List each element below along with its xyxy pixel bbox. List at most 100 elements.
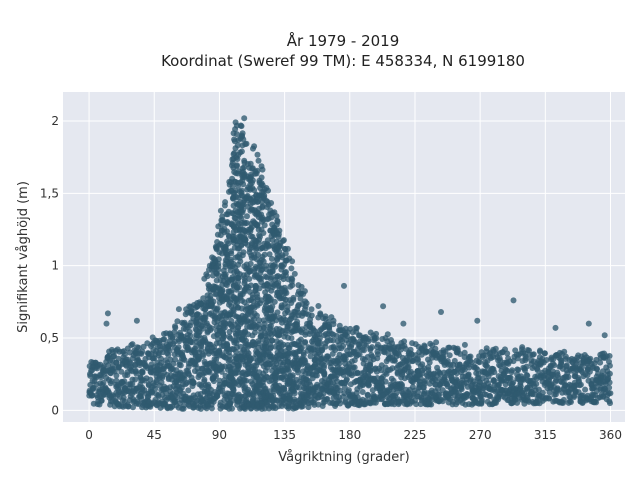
data-point (330, 317, 337, 324)
data-point (285, 322, 292, 329)
data-point (259, 204, 266, 211)
data-point (302, 303, 309, 310)
data-point (454, 345, 461, 352)
data-point (414, 355, 421, 362)
data-point (258, 275, 265, 282)
data-point (438, 309, 444, 315)
data-point (200, 325, 207, 332)
data-point (607, 400, 613, 407)
data-point (233, 131, 240, 138)
data-point (280, 237, 287, 244)
data-point (276, 290, 283, 297)
data-point (226, 353, 233, 360)
data-point (238, 148, 245, 155)
data-point (132, 376, 139, 383)
data-point (560, 396, 567, 403)
data-point (283, 269, 289, 275)
data-point (373, 335, 380, 342)
chart-title: År 1979 - 2019 (287, 31, 400, 50)
data-point (121, 351, 128, 358)
data-point (389, 365, 396, 372)
data-point (167, 404, 174, 411)
data-point (483, 345, 490, 352)
data-point (330, 345, 337, 351)
data-point (496, 355, 503, 362)
data-point (341, 282, 347, 289)
data-point (324, 353, 331, 360)
data-point (543, 357, 550, 363)
data-point (240, 181, 247, 188)
data-point (233, 348, 240, 355)
x-tick-label: 180 (338, 428, 361, 442)
data-point (461, 341, 468, 348)
data-point (316, 331, 323, 338)
data-point (241, 237, 248, 243)
data-point (274, 309, 281, 316)
data-point (426, 359, 433, 366)
data-point (220, 332, 227, 338)
data-point (396, 399, 403, 406)
data-point (302, 339, 309, 345)
data-points (86, 115, 614, 412)
data-point (269, 268, 276, 275)
data-point (307, 316, 314, 323)
data-point (256, 317, 263, 324)
data-point (450, 361, 457, 368)
data-point (283, 327, 290, 334)
data-point (300, 351, 307, 358)
data-point (200, 295, 207, 302)
data-point (213, 306, 220, 313)
data-point (420, 384, 427, 391)
data-point (345, 387, 352, 394)
data-point (282, 250, 289, 257)
data-point (269, 397, 276, 404)
data-point (268, 200, 275, 206)
data-point (239, 209, 246, 216)
data-point (461, 349, 468, 356)
data-point (351, 364, 358, 371)
data-point (415, 384, 422, 391)
data-point (261, 251, 268, 258)
data-point (363, 342, 370, 349)
data-point (208, 325, 215, 332)
data-point (522, 367, 528, 374)
data-point (141, 387, 148, 394)
data-point (241, 288, 248, 295)
data-point (289, 282, 296, 289)
data-point (187, 332, 194, 339)
data-point (274, 217, 281, 224)
data-point (265, 187, 271, 194)
data-point (219, 387, 226, 394)
data-point (264, 237, 271, 244)
data-point (514, 399, 521, 406)
y-tick-label: 2 (51, 114, 59, 128)
data-point (230, 308, 237, 314)
data-point (401, 338, 408, 345)
data-point (258, 256, 265, 263)
data-point (337, 400, 344, 407)
data-point (139, 348, 146, 355)
data-point (546, 395, 552, 401)
data-point (526, 347, 532, 354)
data-point (446, 344, 453, 351)
data-point (254, 151, 261, 158)
data-point (356, 351, 363, 358)
data-point (300, 291, 307, 297)
data-point (330, 337, 336, 344)
data-point (120, 394, 127, 401)
data-point (409, 356, 416, 363)
data-point (270, 392, 277, 399)
data-point (248, 282, 254, 289)
data-point (289, 276, 296, 283)
data-point (393, 390, 400, 397)
data-point (400, 320, 407, 327)
data-point (535, 386, 542, 393)
y-axis-label: Signifikant våghöjd (m) (16, 181, 31, 333)
data-point (308, 306, 315, 313)
data-point (496, 362, 503, 368)
data-point (607, 390, 614, 397)
data-point (216, 348, 222, 355)
data-point (216, 377, 223, 384)
data-point (476, 359, 483, 366)
data-point (255, 239, 262, 246)
